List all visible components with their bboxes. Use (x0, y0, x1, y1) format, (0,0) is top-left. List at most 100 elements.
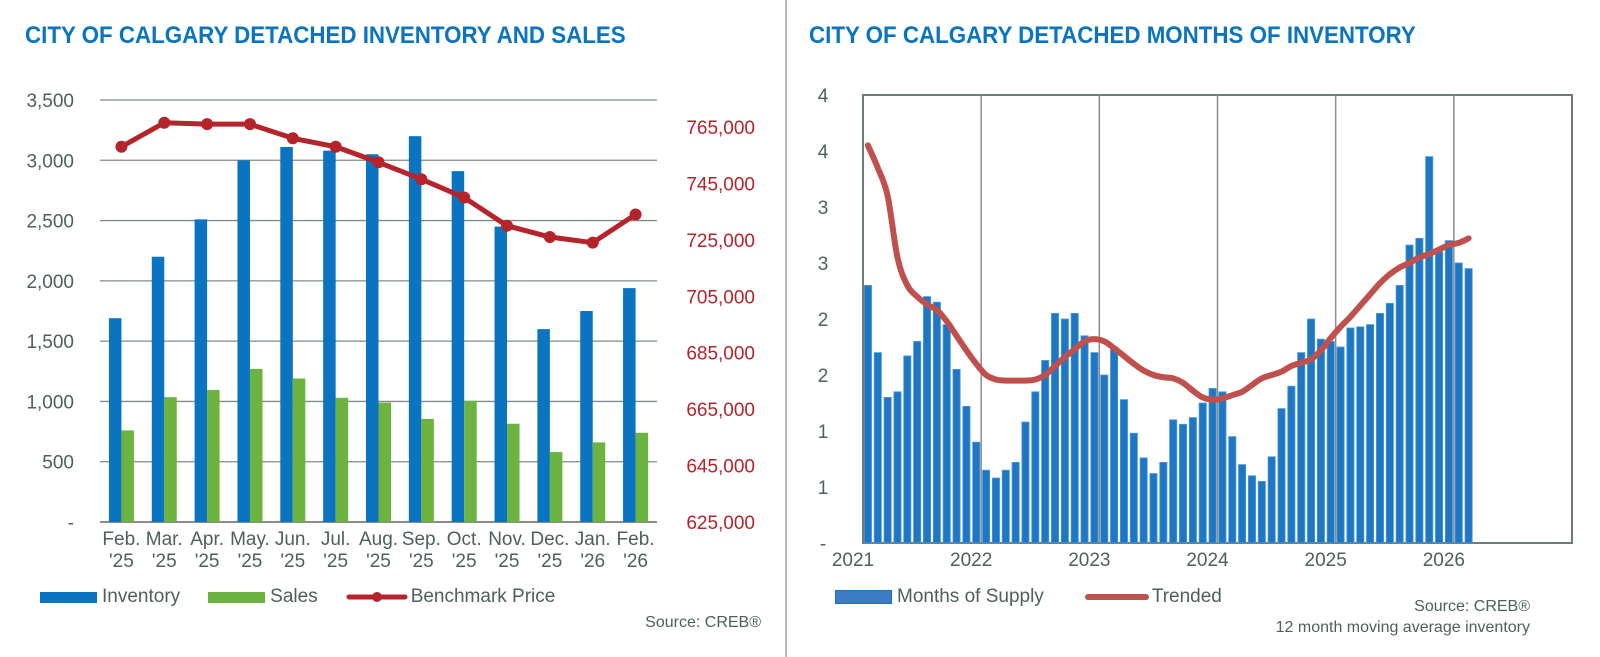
x-tick-label-month: Sep. (402, 529, 441, 550)
months-of-supply-bar (1149, 473, 1158, 544)
inventory-sales-legend: Inventory Sales Benchmark Price (40, 586, 583, 608)
months-of-supply-bar (923, 296, 932, 544)
y-right-tick-label: 705,000 (686, 287, 755, 308)
sales-bar (292, 378, 306, 522)
x-tick-label-year: '25 (366, 551, 391, 572)
months-of-supply-bar (1277, 408, 1286, 544)
benchmark-price-point (629, 208, 642, 221)
sales-bar (207, 389, 220, 522)
benchmark-price-point (286, 132, 299, 145)
months-of-supply-bar (1228, 436, 1237, 544)
trended-line-icon (1084, 594, 1149, 600)
x-tick-label-month: Aug. (359, 529, 398, 550)
months-of-supply-bar (873, 352, 882, 544)
legend-label: Inventory (102, 586, 181, 607)
months-of-inventory-panel: CITY OF CALGARY DETACHED MONTHS OF INVEN… (787, 0, 1600, 657)
y-tick-label: 2 (818, 366, 829, 387)
x-year-label: 2022 (950, 550, 992, 571)
sales-bar (164, 397, 177, 522)
x-tick-label-year: '25 (280, 551, 305, 572)
months-of-supply-bar (1011, 461, 1020, 544)
benchmark-price-point (543, 231, 556, 244)
panel-divider (785, 0, 787, 657)
x-tick-label-month: Dec. (530, 529, 569, 550)
sales-swatch-icon (208, 591, 266, 603)
y-right-tick-label: 665,000 (686, 400, 755, 421)
months-of-supply-bar (1051, 312, 1060, 544)
trended-line (864, 142, 1472, 403)
months-of-supply-bar (1287, 385, 1296, 544)
x-year-label: 2026 (1423, 550, 1465, 571)
inventory-sales-title: CITY OF CALGARY DETACHED INVENTORY AND S… (25, 22, 626, 49)
left-source-note: Source: CREB® (645, 614, 761, 631)
y-right-tick-label: 645,000 (686, 457, 755, 478)
x-tick-label-month: Jun. (275, 529, 311, 550)
months-of-supply-bar (1188, 417, 1197, 544)
months-of-supply-bar (863, 284, 872, 544)
inventory-bar (408, 136, 422, 522)
months-of-supply-bar (1366, 324, 1375, 544)
months-of-supply-bar (1031, 391, 1040, 544)
months-of-supply-bar (1198, 402, 1207, 544)
inventory-bar (494, 226, 508, 522)
x-tick-label-month: Jan. (575, 529, 611, 550)
months-of-supply-bar (1218, 391, 1227, 544)
benchmark-price-point (158, 116, 171, 129)
sales-bar (249, 368, 263, 522)
benchmark-price-point (243, 118, 256, 131)
months-of-supply-bar (1435, 251, 1444, 544)
y-left-tick-label: 500 (42, 453, 74, 474)
months-of-supply-bar (991, 477, 1000, 544)
sales-bar (121, 430, 134, 522)
inventory-bar (623, 288, 636, 522)
months-of-supply-bar (1119, 399, 1128, 544)
sales-bar (464, 400, 477, 522)
months-of-supply-bar (1464, 268, 1473, 544)
months-of-supply-bar (932, 301, 941, 544)
y-right-tick-label: 625,000 (686, 513, 755, 534)
y-left-tick-label: 2,000 (26, 272, 74, 293)
benchmark-line-marker-icon (346, 592, 408, 602)
x-tick-label-year: '25 (409, 551, 434, 572)
months-of-supply-bar (883, 396, 892, 544)
x-tick-label-year: '25 (538, 551, 563, 572)
y-tick-label: 3 (818, 198, 829, 219)
months-of-supply-bar (1247, 475, 1256, 544)
months-of-supply-bar (1316, 338, 1325, 544)
y-tick-label: 1 (818, 422, 829, 443)
y-tick-label: 2 (818, 310, 829, 331)
months-of-supply-bar (1139, 457, 1148, 544)
legend-label: Months of Supply (897, 586, 1044, 607)
months-of-supply-bar (1375, 312, 1384, 544)
months-supply-swatch-icon (835, 590, 892, 604)
x-tick-label-month: Apr. (190, 529, 224, 550)
months-of-supply-bar (1129, 432, 1138, 544)
x-tick-label-month: Oct. (447, 529, 482, 550)
y-left-tick-label: - (68, 513, 74, 534)
months-of-supply-bar (1070, 312, 1079, 544)
legend-label: Trended (1151, 586, 1222, 607)
y-left-tick-label: 3,500 (26, 91, 74, 112)
x-year-label: 2021 (832, 550, 874, 571)
months-of-supply-bar (1336, 346, 1345, 544)
inventory-bar (151, 256, 165, 522)
legend-item-trended: Trended (1084, 586, 1222, 608)
months-of-supply-bar (1060, 318, 1069, 544)
inventory-sales-chart: - 500 1,000 1,500 2,000 2,500 3,000 3,500 625,00… (26, 91, 755, 572)
months-of-supply-bar (1326, 340, 1335, 544)
months-of-supply-bar (1346, 327, 1355, 544)
months-of-supply-bar (1267, 456, 1276, 544)
months-of-supply-bar (1385, 302, 1394, 544)
y-right-tick-label: 725,000 (686, 231, 755, 252)
y-right-tick-label: 745,000 (686, 174, 755, 195)
months-of-supply-bar (1100, 374, 1109, 544)
benchmark-price-point (372, 156, 385, 169)
months-of-supply-bar (1257, 480, 1266, 544)
inventory-bar (323, 150, 336, 522)
benchmark-price-point (501, 219, 514, 232)
y-left-tick-label: 1,500 (26, 332, 74, 353)
months-of-supply-bar (1110, 346, 1119, 544)
x-tick-label-year: '25 (323, 551, 348, 572)
months-of-supply-bar (1159, 461, 1168, 544)
inventory-sales-panel: CITY OF CALGARY DETACHED INVENTORY AND S… (0, 0, 785, 657)
